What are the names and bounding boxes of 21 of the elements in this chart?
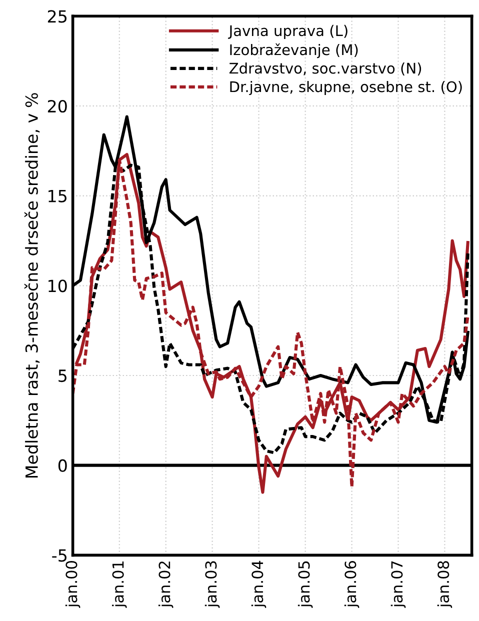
y-tick-label: 5 [58, 370, 66, 382]
legend-label: Dr.javne, skupne, osebne st. (O) [230, 80, 462, 96]
x-tick-label: jan.06 [344, 560, 360, 608]
x-tick-label: jan.02 [158, 562, 174, 608]
y-axis-title: Medletna rast, 3-mesečne drseče sredine, v % [24, 93, 40, 478]
x-tick-label: jan.07 [390, 561, 406, 608]
x-tick-label: jan.08 [437, 561, 452, 608]
y-tick-label: 10 [48, 280, 67, 292]
y-tick-label: 0 [58, 459, 67, 472]
y-tick-label: 20 [48, 100, 67, 113]
y-tick-label: -5 [52, 549, 66, 562]
y-tick-label: 15 [48, 190, 66, 202]
x-tick-label: jan.00 [65, 561, 80, 608]
legend-label: Izobraževanje (M) [230, 43, 358, 58]
y-tick-label: 25 [48, 10, 66, 23]
x-tick-label: jan.01 [112, 561, 127, 608]
x-tick-label: jan.03 [204, 561, 220, 608]
legend-label: Zdravstvo, soc.varstvo (N) [229, 62, 422, 76]
legend-label: Javna uprava (L) [228, 24, 348, 40]
x-tick-label: jan.04 [251, 560, 266, 608]
x-tick-label: jan.05 [298, 561, 313, 608]
